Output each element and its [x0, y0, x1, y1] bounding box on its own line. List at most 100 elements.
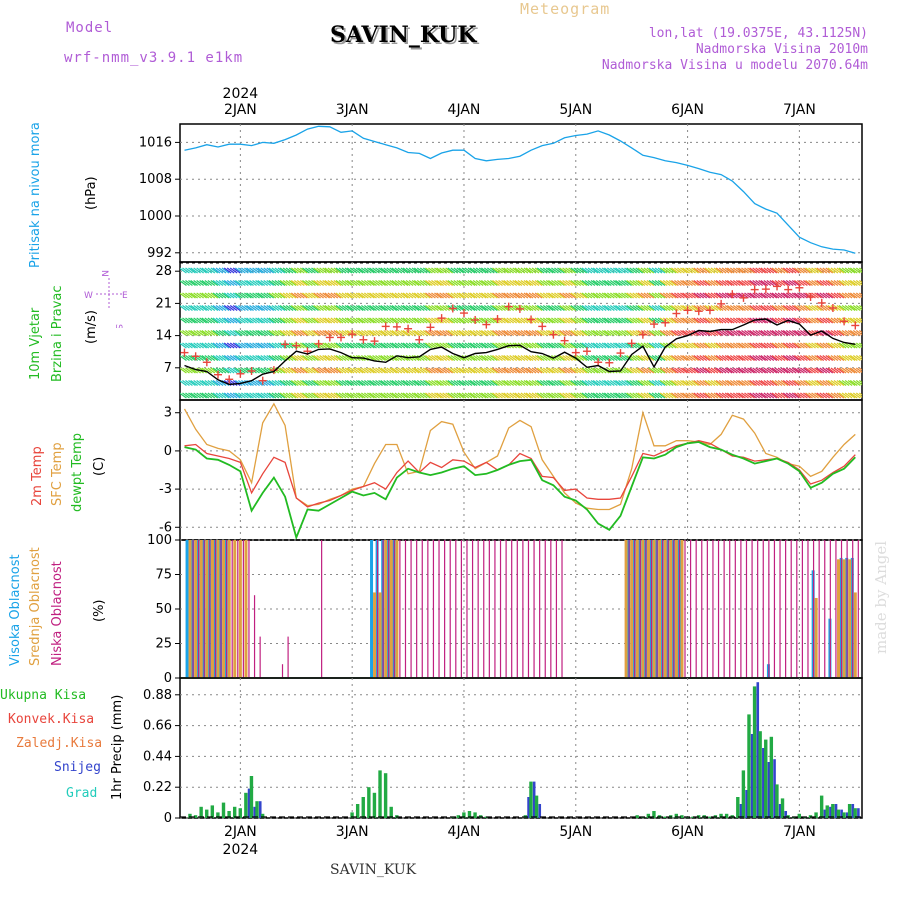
- wind-barb: [311, 392, 319, 399]
- wind-barb: [791, 367, 800, 374]
- wind-barb: [235, 330, 243, 336]
- wind-barb: [833, 305, 842, 311]
- wind-barb: [797, 367, 805, 374]
- wind-barb: [257, 267, 266, 274]
- wind-barb: [545, 305, 554, 311]
- wind-barb: [735, 330, 744, 336]
- wind-barb: [212, 342, 221, 349]
- wind-barb: [299, 305, 308, 311]
- wind-barb: [282, 267, 291, 274]
- wind-barb: [752, 305, 761, 311]
- precip-total-bar: [831, 804, 835, 818]
- wind-barb: [453, 292, 462, 299]
- wind-barb: [618, 355, 626, 361]
- wind-barb: [313, 330, 321, 336]
- wind-barb: [464, 292, 473, 299]
- wind-barb: [685, 292, 693, 299]
- wind-barb: [587, 380, 596, 386]
- wind-barb: [626, 292, 635, 299]
- wind-barb: [355, 280, 364, 286]
- wind-barb: [741, 267, 749, 274]
- wind-barb: [199, 355, 208, 361]
- wind-barb: [486, 380, 495, 386]
- wind-barb: [838, 280, 847, 286]
- wind-barb: [836, 392, 845, 399]
- wind-barb: [830, 380, 839, 386]
- wind-barb: [595, 392, 604, 399]
- wind-barb: [769, 280, 778, 286]
- wind-barb: [662, 305, 671, 311]
- wind-barb: [785, 267, 794, 274]
- wind-barb: [185, 305, 193, 311]
- wind-barb: [394, 342, 403, 349]
- wind-barb: [458, 342, 467, 349]
- wind-barb: [226, 367, 235, 374]
- wind-barb: [741, 392, 749, 399]
- wind-barb: [643, 317, 652, 324]
- wind-barb: [654, 342, 663, 349]
- wind-barb: [794, 317, 802, 324]
- wind-barb: [844, 330, 853, 336]
- wind-barb: [707, 342, 716, 349]
- wind-barb: [422, 292, 431, 299]
- wind-barb: [266, 355, 275, 361]
- wind-barb: [562, 342, 570, 349]
- wind-barb: [659, 305, 668, 311]
- wind-barb: [718, 380, 727, 386]
- wind-barb: [397, 392, 406, 399]
- wind-barb: [492, 392, 500, 399]
- wind-barb: [760, 330, 769, 336]
- wind-barb: [431, 280, 439, 286]
- wind-barb: [855, 342, 862, 348]
- wind-barb: [732, 305, 741, 311]
- wind-barb: [413, 330, 422, 336]
- wind-barb: [749, 330, 758, 336]
- precip-total-bar: [708, 816, 712, 818]
- wind-barb: [794, 280, 802, 286]
- wind-barb: [662, 380, 671, 386]
- wind-barb: [847, 330, 856, 336]
- wind-barb: [367, 317, 375, 324]
- wind-barb: [559, 305, 567, 311]
- wind-barb: [416, 367, 425, 374]
- wind-barb: [293, 280, 302, 286]
- wind-barb: [428, 380, 436, 386]
- wind-barb: [330, 305, 339, 311]
- wind-barb: [218, 267, 227, 274]
- wind-barb: [299, 392, 308, 399]
- wind-barb: [539, 267, 548, 274]
- wind-barb: [579, 330, 588, 336]
- wind-barb: [210, 392, 219, 399]
- wind-barb: [662, 280, 671, 286]
- wind-barb: [428, 267, 436, 274]
- wind-barb: [364, 367, 372, 374]
- wind-barb: [498, 305, 506, 311]
- wind-barb: [383, 342, 392, 349]
- wind-barb: [788, 330, 797, 336]
- wind-barb: [282, 305, 291, 311]
- wind-barb: [509, 317, 518, 324]
- wind-barb: [480, 355, 489, 361]
- wind-barb: [841, 342, 850, 349]
- wind-barb: [506, 317, 515, 324]
- wind-barb: [389, 317, 398, 324]
- wind-barb: [380, 342, 389, 349]
- wind-barb: [819, 342, 828, 349]
- wind-barb: [528, 267, 537, 274]
- wind-barb: [847, 355, 856, 361]
- wind-barb: [279, 305, 288, 311]
- wind-barb: [285, 330, 294, 336]
- wind-barb: [830, 342, 839, 349]
- wind-barb: [512, 292, 521, 299]
- wind-barb: [603, 380, 612, 386]
- y-tick-label: 3: [164, 406, 172, 421]
- wind-barb: [367, 367, 375, 374]
- wind-barb: [241, 355, 249, 361]
- wind-barb: [741, 342, 749, 349]
- wind-barb: [355, 317, 364, 324]
- wind-barb: [523, 292, 532, 299]
- wind-barb: [383, 317, 392, 324]
- wind-barb: [190, 292, 199, 299]
- wind-barb: [305, 292, 313, 299]
- wind-barb: [188, 355, 196, 361]
